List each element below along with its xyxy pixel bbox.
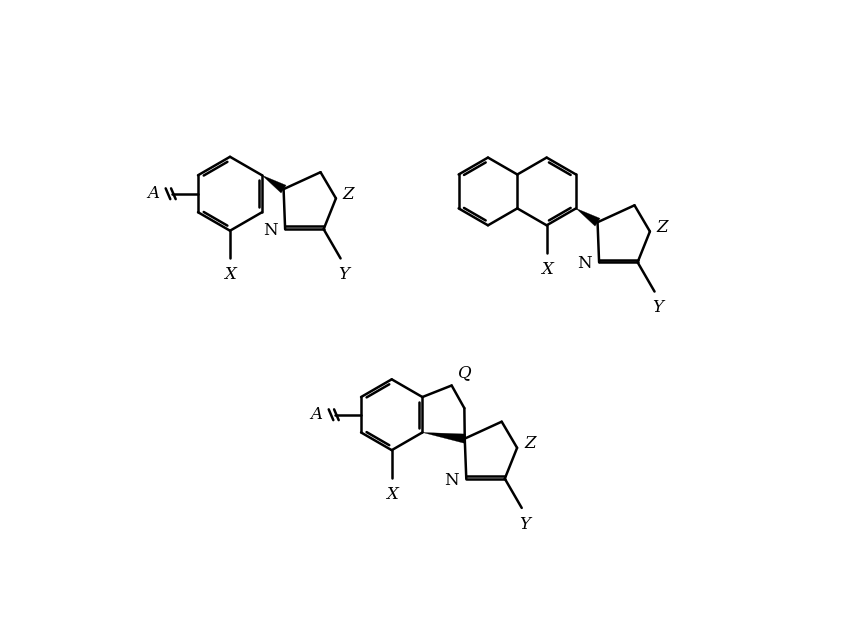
- Text: Z: Z: [657, 219, 668, 236]
- Text: Y: Y: [652, 299, 663, 316]
- Text: Z: Z: [524, 435, 536, 453]
- Text: N: N: [444, 472, 458, 489]
- Text: N: N: [576, 255, 591, 272]
- Text: A: A: [311, 406, 323, 423]
- Text: X: X: [541, 261, 553, 278]
- Text: X: X: [385, 485, 398, 503]
- Text: Q: Q: [457, 364, 471, 381]
- Text: A: A: [148, 185, 160, 202]
- Polygon shape: [576, 208, 600, 226]
- Text: Y: Y: [519, 516, 530, 533]
- Text: Z: Z: [343, 186, 354, 203]
- Polygon shape: [262, 175, 286, 193]
- Text: X: X: [224, 266, 236, 283]
- Text: N: N: [263, 222, 278, 239]
- Polygon shape: [423, 433, 465, 443]
- Text: Y: Y: [339, 266, 349, 283]
